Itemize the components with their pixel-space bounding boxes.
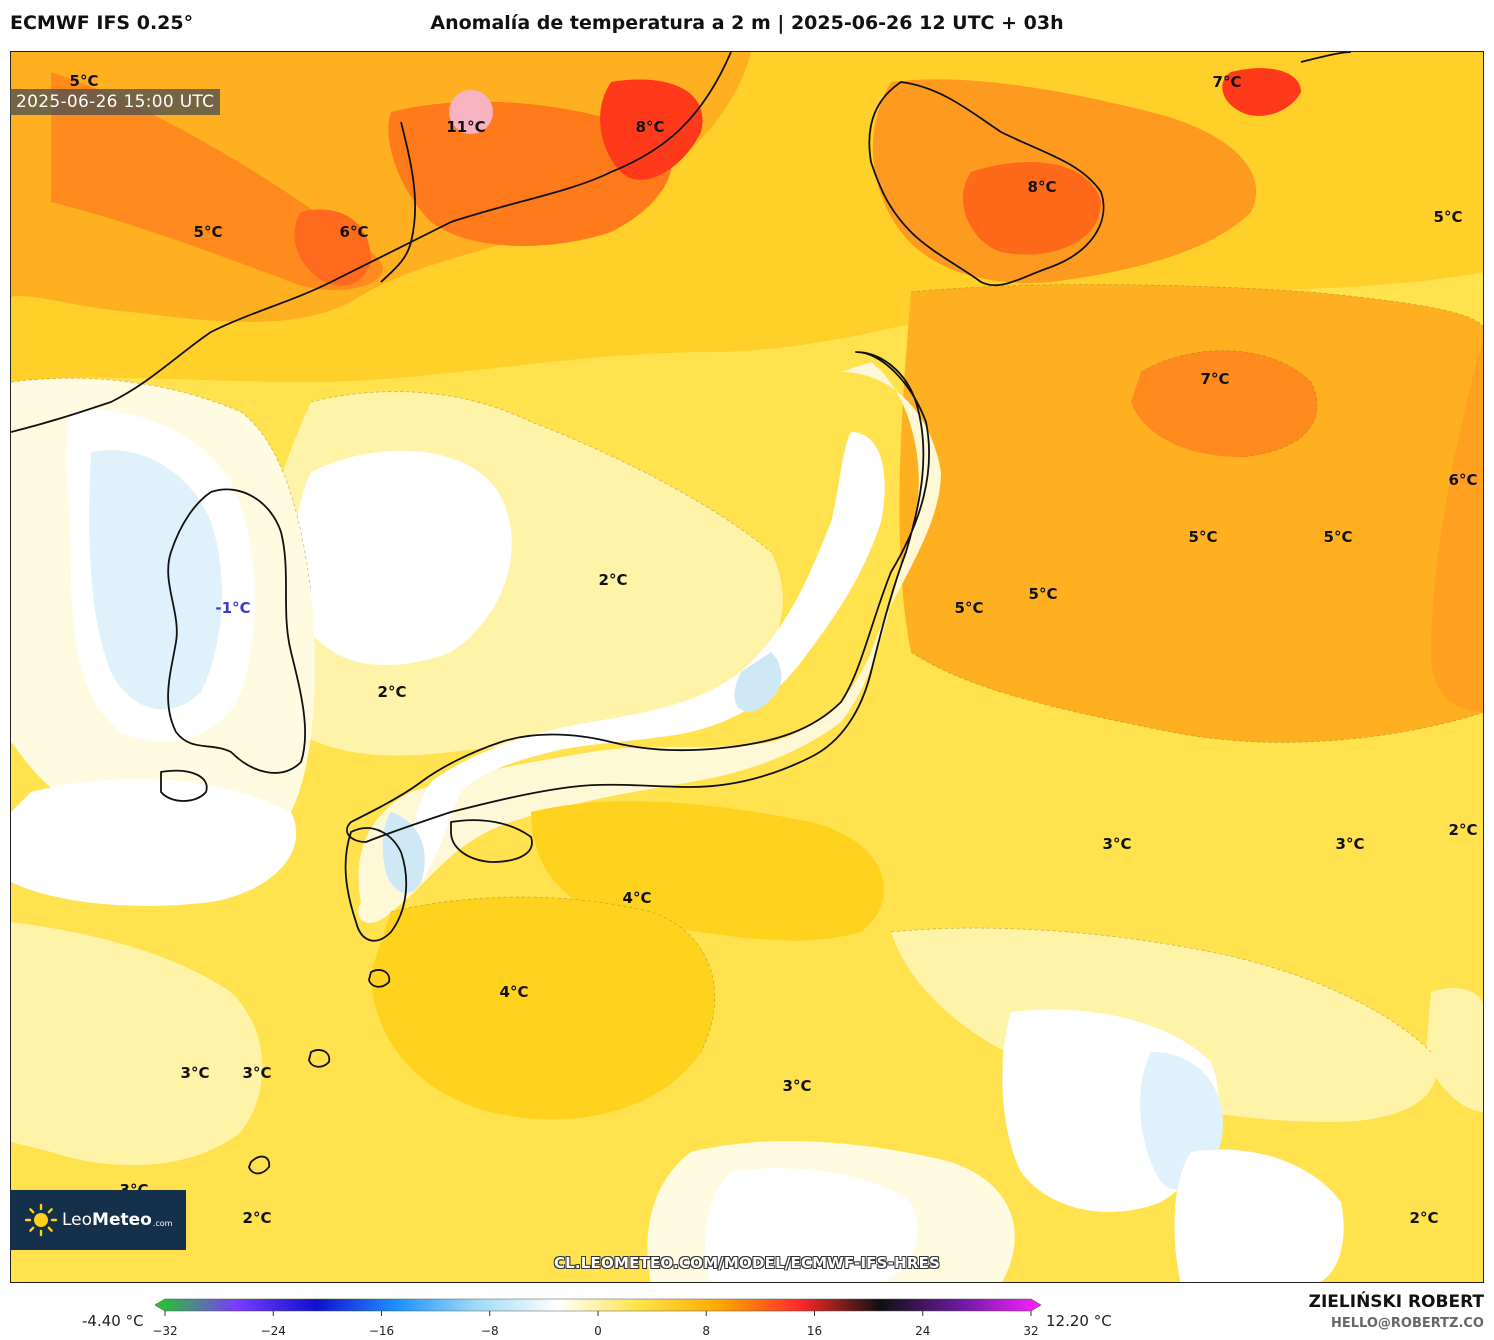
model-name: ECMWF IFS 0.25° <box>10 12 194 34</box>
temperature-label: 3°C <box>243 1064 272 1082</box>
colorbar <box>155 1298 1042 1316</box>
temperature-label: 2°C <box>599 571 628 589</box>
colorbar-tick-label: −32 <box>152 1324 178 1338</box>
temperature-label: 2°C <box>1410 1209 1439 1227</box>
temperature-label: 2°C <box>1449 821 1478 839</box>
colorbar-tick-label: −24 <box>260 1324 286 1338</box>
footer: -4.40 °C −32 −24 −16 −8 0 8 16 24 32 12.20 °C ZI… <box>0 1286 1494 1340</box>
temperature-label: 8°C <box>1028 178 1057 196</box>
colorbar-ramp <box>155 1298 1042 1312</box>
leometeo-logo: LeoMeteo .com <box>10 1190 186 1250</box>
temperature-label: 4°C <box>623 889 652 907</box>
temperature-label: 3°C <box>1336 835 1365 853</box>
author-email: HELLO@ROBERTZ.CO <box>1330 1316 1484 1331</box>
colorbar-tick-label: 8 <box>702 1324 711 1338</box>
logo-suffix: .com <box>152 1218 173 1228</box>
temperature-label: 5°C <box>1324 528 1353 546</box>
temperature-label: 7°C <box>1201 370 1230 388</box>
map-title: Anomalía de temperatura a 2 m | 2025-06-… <box>430 12 1064 34</box>
source-url: CL.LEOMETEO.COM/MODEL/ECMWF-IFS-HRES <box>553 1254 941 1272</box>
map-panel: 5°C 11°C 8°C 7°C 8°C 5°C 6°C 5°C 7°C 6°C 5°C 5°C 2°C… <box>10 51 1484 1283</box>
temperature-label: 5°C <box>955 599 984 617</box>
colorbar-min-label: -4.40 °C <box>82 1312 144 1330</box>
temperature-label: 2°C <box>378 683 407 701</box>
colorbar-tick-label: −16 <box>368 1324 395 1338</box>
temperature-label: 3°C <box>783 1077 812 1095</box>
temperature-label: 4°C <box>500 983 529 1001</box>
temperature-label: 6°C <box>340 223 369 241</box>
temperature-label: -1°C <box>215 599 250 617</box>
temperature-label: 2°C <box>243 1209 272 1227</box>
temperature-label: 5°C <box>1029 585 1058 603</box>
colorbar-tick-label: 32 <box>1023 1324 1039 1338</box>
temperature-label: 11°C <box>446 118 485 136</box>
anomaly-map: 5°C 11°C 8°C 7°C 8°C 5°C 6°C 5°C 7°C 6°C 5°C 5°C 2°C… <box>11 52 1483 1282</box>
colorbar-tick-label: 24 <box>915 1324 931 1338</box>
temperature-label: 8°C <box>636 118 665 136</box>
temperature-label: 3°C <box>181 1064 210 1082</box>
temperature-label: 5°C <box>1189 528 1218 546</box>
temperature-label: 5°C <box>194 223 223 241</box>
colorbar-max-label: 12.20 °C <box>1046 1312 1112 1330</box>
colorbar-tick-label: 16 <box>806 1324 823 1338</box>
colorbar-tick-label: 0 <box>594 1324 602 1338</box>
temperature-label: 5°C <box>70 72 99 90</box>
logo-wordmark: LeoMeteo <box>62 1210 152 1230</box>
sun-icon <box>24 1203 58 1237</box>
temperature-label: 7°C <box>1213 73 1242 91</box>
author-name: ZIELIŃSKI ROBERT <box>1308 1292 1484 1312</box>
temperature-label: 6°C <box>1449 471 1478 489</box>
temperature-label: 5°C <box>1434 208 1463 226</box>
valid-time-badge: 2025-06-26 15:00 UTC <box>10 89 221 115</box>
temperature-label: 3°C <box>1103 835 1132 853</box>
colorbar-tick-label: −8 <box>480 1324 499 1338</box>
